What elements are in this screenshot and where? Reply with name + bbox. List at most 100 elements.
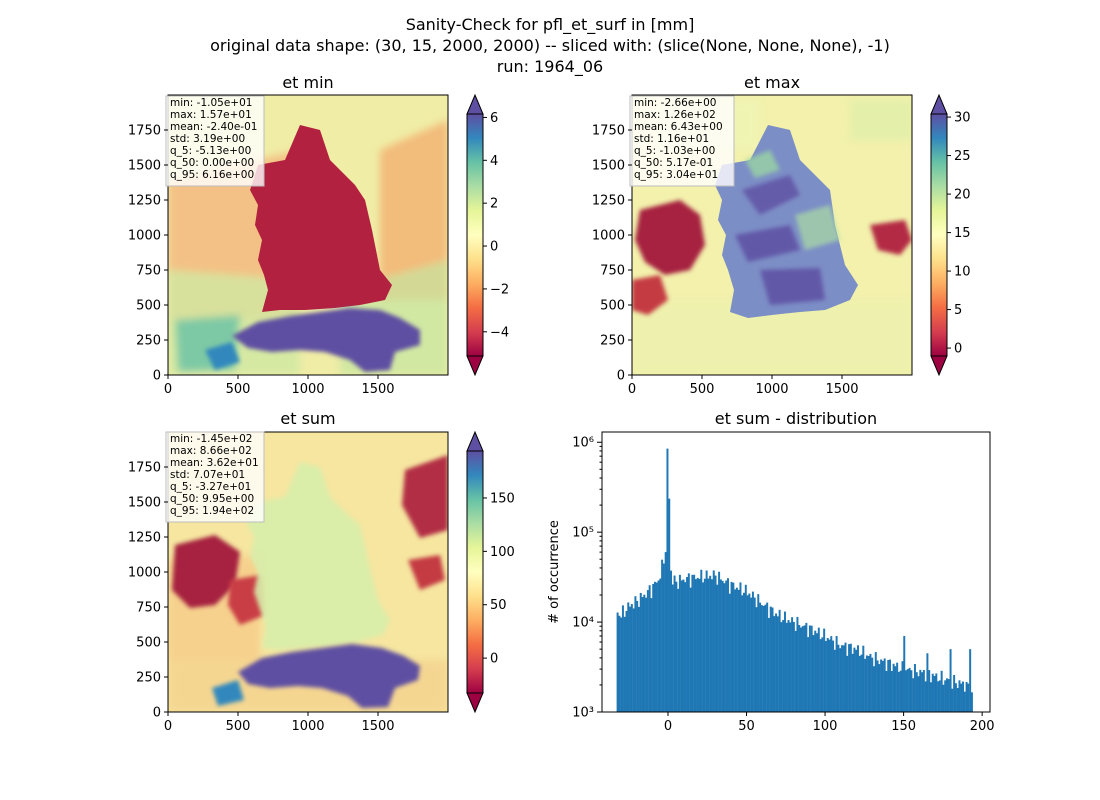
y-tick-label: 500 <box>136 636 161 651</box>
histogram-bar <box>903 636 906 712</box>
histogram-bar <box>954 683 957 712</box>
histogram-bar <box>905 670 908 712</box>
histogram-bar <box>906 669 909 712</box>
x-tick-label: 200 <box>970 719 995 734</box>
colorbar-tick-label: 100 <box>490 545 515 560</box>
histogram-bar <box>662 563 665 712</box>
histogram-bar <box>856 645 859 712</box>
histogram-bar <box>892 663 895 712</box>
histogram-bar <box>719 579 722 712</box>
histogram-bar <box>702 582 705 712</box>
histogram-bar <box>755 607 758 712</box>
west-clutter <box>635 200 705 275</box>
stats-box-et-min: min: -1.05e+01 max: 1.57e+01 mean: -2.40… <box>165 95 265 187</box>
histogram-bar <box>926 653 929 712</box>
panel-title-et-sum: et sum <box>280 409 335 428</box>
histogram-bar <box>896 662 899 712</box>
histogram-bar <box>828 639 831 712</box>
x-tick-label: 1500 <box>825 382 858 397</box>
x-tick-label: 100 <box>813 719 838 734</box>
y-tick-label: 750 <box>136 264 161 279</box>
histogram-bar <box>721 580 724 712</box>
histogram-ticks: 0 50 100 150 200 10³ 10⁴ 10⁵ 10⁶ <box>572 436 994 734</box>
histogram-bar <box>919 669 922 712</box>
colorbar-tick-label: −4 <box>490 325 509 340</box>
histogram-bar <box>670 570 673 712</box>
y-tick-label: 750 <box>600 264 625 279</box>
histogram-bar <box>963 691 966 712</box>
histogram-bar <box>812 635 815 712</box>
stat-line: q_95: 3.04e+01 <box>634 169 718 181</box>
colorbar-tick-label: 30 <box>954 111 971 126</box>
histogram-bar <box>712 570 715 712</box>
stat-line: std: 3.19e+00 <box>170 133 245 145</box>
histogram-bar <box>764 604 767 712</box>
histogram-bar <box>782 619 785 712</box>
histogram-bar <box>637 606 640 712</box>
histogram-bar <box>883 658 886 712</box>
histogram-bar <box>703 578 706 712</box>
histogram-bar <box>929 682 932 712</box>
histogram-bar <box>632 608 635 712</box>
y-tick-label: 1000 <box>128 229 161 244</box>
histogram-bar <box>865 655 868 712</box>
histogram-bar <box>750 597 753 712</box>
stat-line: q_5: -5.13e+00 <box>170 145 251 157</box>
y-tick-label: 0 <box>153 706 161 721</box>
histogram-bar <box>694 579 697 712</box>
histogram-bar <box>951 688 954 712</box>
histogram-bar <box>725 580 728 712</box>
histogram-bar <box>630 604 633 712</box>
histogram-bar <box>773 616 776 712</box>
x-tick-label: 50 <box>738 719 755 734</box>
histogram-bar <box>917 676 920 712</box>
stat-line: q_5: -1.03e+00 <box>634 145 715 157</box>
colorbar-tick-label: 10 <box>954 265 971 280</box>
histogram-bar <box>839 648 842 712</box>
histogram-bar <box>652 583 655 712</box>
y-tick-label: 500 <box>600 299 625 314</box>
histogram-bar <box>762 606 765 712</box>
histogram-bar <box>735 587 738 712</box>
histogram-bar <box>650 598 653 712</box>
east-clutter <box>870 220 912 255</box>
histogram-bar <box>744 584 747 712</box>
histogram-bar <box>673 575 676 712</box>
histogram-bar <box>791 617 794 712</box>
x-tick-label: 1500 <box>361 382 394 397</box>
panel-title-distribution: et sum - distribution <box>715 409 877 428</box>
colorbar-tick-label: 4 <box>490 154 498 169</box>
histogram-bar <box>714 575 717 712</box>
histogram-bar <box>778 609 781 712</box>
histogram-bar <box>698 578 701 712</box>
colorbar-gradient <box>467 114 483 356</box>
stat-line: min: -1.05e+01 <box>170 97 252 109</box>
histogram-bar <box>801 626 804 712</box>
histogram-bar <box>664 552 667 712</box>
x-tick-label: 1500 <box>361 719 394 734</box>
y-tick-label: 250 <box>136 671 161 686</box>
histogram-bar <box>960 683 963 712</box>
histogram-bar <box>627 602 630 712</box>
histogram-bar <box>775 613 778 712</box>
histogram-bar <box>899 670 902 712</box>
histogram-bar <box>823 628 826 712</box>
panel-et-min: et min min: -1.05e+01 max: 1.57e+01 mean… <box>128 73 509 397</box>
histogram-bar <box>618 615 621 712</box>
colorbar-frame <box>466 113 484 357</box>
panel-title-et-max: et max <box>744 73 800 92</box>
histogram-bar <box>783 611 786 712</box>
alps-band <box>232 308 420 372</box>
stat-line: max: 8.66e+02 <box>170 445 252 457</box>
x-tick-label: 0 <box>164 719 172 734</box>
histogram-bar <box>689 587 692 712</box>
histogram-bar <box>887 659 890 712</box>
stat-line: min: -1.45e+02 <box>170 433 252 445</box>
histogram-bar <box>805 622 808 712</box>
stats-box-frame <box>629 95 735 187</box>
histogram-bar <box>910 670 913 712</box>
histogram-bar <box>880 659 883 712</box>
stats-box-et-max: min: -2.66e+00 max: 1.26e+02 mean: 6.43e… <box>629 95 735 187</box>
histogram-bar <box>897 671 900 712</box>
